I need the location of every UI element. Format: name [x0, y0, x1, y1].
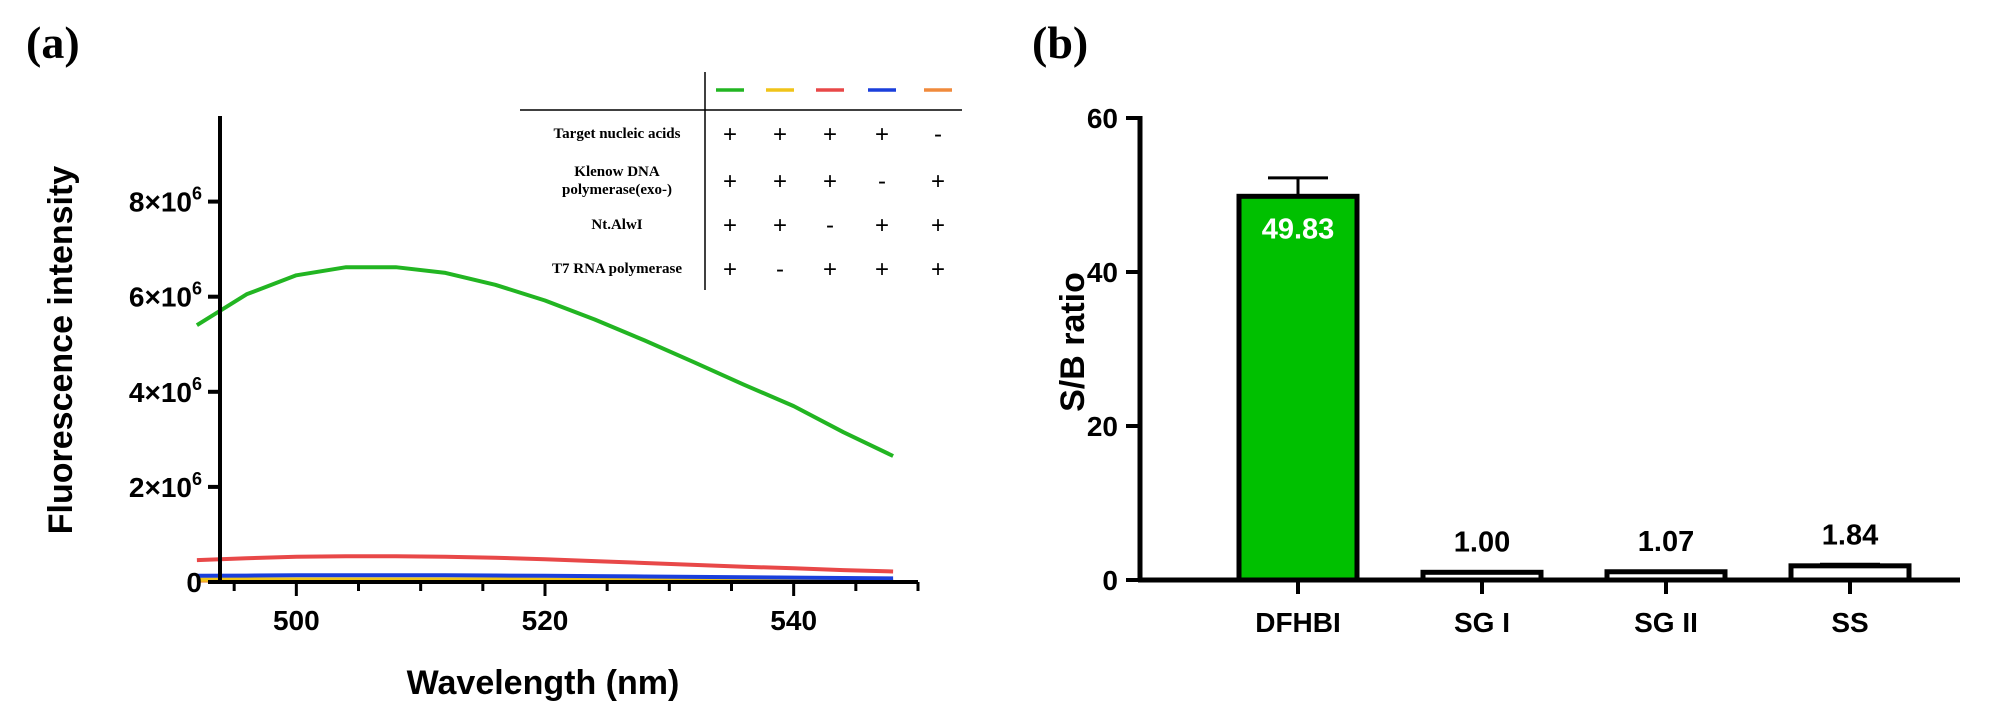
table-mark: +: [823, 256, 837, 283]
x-tick-label: 500: [273, 605, 320, 636]
panel-a-y-axis-title: Fluorescence intensity: [42, 166, 80, 535]
table-mark: +: [931, 168, 945, 195]
table-mark: +: [723, 256, 737, 283]
y-tick-label-base: 4×10: [129, 377, 192, 408]
table-mark: +: [773, 121, 787, 148]
table-mark: +: [773, 168, 787, 195]
bar-value-label: 49.83: [1262, 213, 1335, 245]
y-tick-label-exponent: 6: [192, 374, 202, 394]
panel-b-y-axis-title: S/B ratio: [1054, 272, 1092, 412]
y-tick-label: 0: [186, 567, 202, 598]
table-mark: +: [875, 256, 889, 283]
table-mark: -: [826, 212, 834, 239]
y-tick-label-exponent: 6: [192, 184, 202, 204]
table-mark: +: [723, 121, 737, 148]
table-mark: -: [934, 121, 942, 148]
y-tick-label-base: 0: [186, 567, 202, 598]
table-mark: +: [875, 121, 889, 148]
panel-b-label: (b): [1032, 17, 1088, 68]
y-tick-label-base: 2×10: [129, 472, 192, 503]
series-line-blue: [196, 573, 894, 581]
panel-a-x-axis-title: Wavelength (nm): [407, 664, 680, 702]
bar-value-label: 1.07: [1638, 526, 1694, 558]
y-tick-label: 60: [1087, 103, 1118, 134]
table-mark: +: [723, 168, 737, 195]
table-mark: +: [823, 121, 837, 148]
y-tick-label: 6×106: [129, 279, 202, 313]
y-tick-label-base: 6×10: [129, 282, 192, 313]
y-tick-label: 0: [1102, 565, 1118, 596]
table-mark: +: [723, 212, 737, 239]
x-category-label: SG II: [1634, 607, 1698, 638]
y-tick-label: 20: [1087, 411, 1118, 442]
panel-b-axes: DFHBI SG I SG II SS 0 20 40 60: [1087, 103, 1960, 638]
table-row-label: polymerase(exo-): [562, 182, 672, 198]
table-mark: +: [773, 212, 787, 239]
bar-value-label: 1.00: [1454, 527, 1510, 559]
table-mark: +: [931, 212, 945, 239]
y-tick-label-base: 8×10: [129, 187, 192, 218]
table-row-label: Nt.AlwI: [591, 217, 642, 233]
series-line-red: [196, 554, 894, 574]
y-tick-label: 8×106: [129, 184, 202, 218]
table-row-label: Klenow DNA: [574, 164, 660, 180]
bar-dfhbi: [1236, 193, 1360, 583]
panel-b-bar-chart: (b) 49.83 1.00 1.07 1.84 DFHBI SG I SG II SS 0 2…: [1032, 17, 1960, 638]
series-line-green: [195, 265, 894, 458]
x-category-label: SS: [1831, 607, 1868, 638]
y-tick-label: 2×106: [129, 469, 202, 503]
y-tick-label: 4×106: [129, 374, 202, 408]
panel-b-bars: 49.83 1.00 1.07 1.84: [1236, 176, 1912, 583]
y-tick-label: 40: [1087, 257, 1118, 288]
table-row-label: Target nucleic acids: [554, 126, 681, 142]
table-mark: +: [931, 256, 945, 283]
panel-a-label: (a): [26, 17, 80, 68]
x-category-label: SG I: [1454, 607, 1510, 638]
table-mark: -: [776, 256, 784, 283]
panel-a-series-lines: [195, 265, 894, 583]
x-tick-label: 520: [522, 605, 569, 636]
panel-a-condition-table: Target nucleic acids + + + + - Klenow DNA polym…: [520, 72, 962, 290]
table-row-label: T7 RNA polymerase: [552, 261, 682, 277]
bar-value-label: 1.84: [1822, 519, 1878, 551]
table-mark: +: [823, 168, 837, 195]
y-tick-label-exponent: 6: [192, 279, 202, 299]
x-tick-label: 540: [770, 605, 817, 636]
table-mark: +: [875, 212, 889, 239]
table-mark: -: [878, 168, 886, 195]
y-tick-label-exponent: 6: [192, 469, 202, 489]
x-category-label: DFHBI: [1255, 607, 1341, 638]
